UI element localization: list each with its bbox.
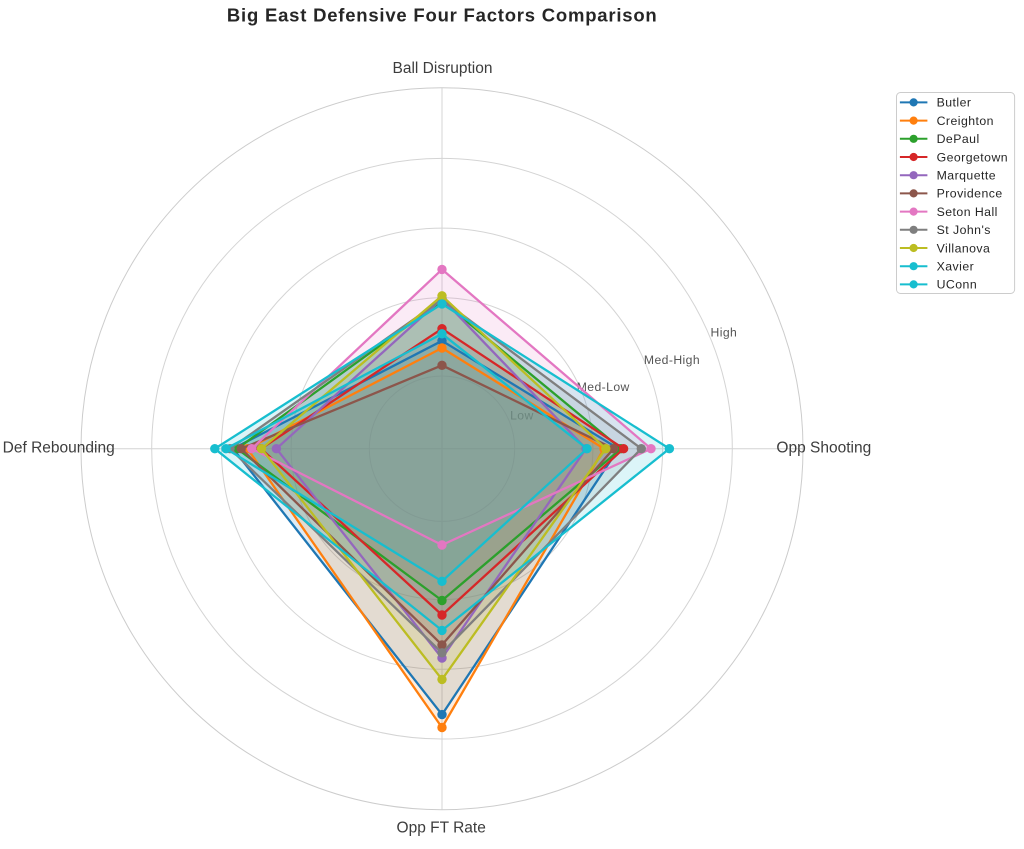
svg-text:St John's: St John's [937,223,991,237]
svg-text:High: High [711,326,738,340]
svg-text:Low: Low [510,409,534,423]
svg-text:Seton Hall: Seton Hall [937,205,998,219]
svg-text:Def Rebounding: Def Rebounding [3,440,115,457]
svg-text:Xavier: Xavier [937,260,975,274]
svg-text:Big East Defensive Four Factor: Big East Defensive Four Factors Comparis… [227,5,658,26]
svg-text:Villanova: Villanova [937,241,991,255]
svg-text:Georgetown: Georgetown [937,150,1009,164]
svg-text:DePaul: DePaul [937,132,980,146]
svg-text:Butler: Butler [937,96,972,110]
svg-text:Opp Shooting: Opp Shooting [776,440,871,457]
svg-text:Ball Disruption: Ball Disruption [393,60,493,77]
svg-text:Creighton: Creighton [937,114,994,128]
svg-text:Med-High: Med-High [644,353,700,367]
svg-text:Providence: Providence [937,187,1003,201]
svg-text:Marquette: Marquette [937,169,996,183]
svg-text:Med-Low: Med-Low [577,380,630,394]
svg-text:Opp FT Rate: Opp FT Rate [397,820,486,837]
svg-text:UConn: UConn [937,278,978,292]
